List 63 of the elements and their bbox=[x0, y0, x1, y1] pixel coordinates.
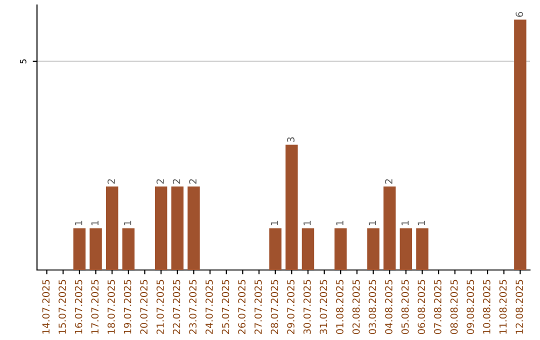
data-label: 1 bbox=[336, 220, 344, 226]
x-tick-label: 05.08.2025 bbox=[401, 280, 409, 334]
x-tick-label: 03.08.2025 bbox=[368, 280, 376, 334]
x-tick-label: 01.08.2025 bbox=[336, 280, 344, 334]
bar bbox=[171, 186, 184, 270]
x-tick-label: 16.07.2025 bbox=[74, 280, 82, 334]
data-label: 1 bbox=[304, 220, 311, 226]
x-tick-label: 26.07.2025 bbox=[238, 280, 246, 334]
data-label: 1 bbox=[75, 220, 82, 226]
bar bbox=[334, 228, 347, 270]
x-tick-label: 10.08.2025 bbox=[483, 280, 490, 334]
bar bbox=[400, 228, 412, 270]
bar bbox=[383, 186, 396, 270]
bar bbox=[73, 228, 86, 270]
data-label: 2 bbox=[156, 179, 164, 184]
data-label: 1 bbox=[270, 220, 278, 226]
x-tick-label: 09.08.2025 bbox=[466, 280, 474, 334]
bar bbox=[90, 228, 102, 270]
bar bbox=[188, 186, 200, 270]
data-label: 2 bbox=[172, 179, 180, 184]
data-label: 1 bbox=[124, 220, 132, 226]
x-tick-label: 12.08.2025 bbox=[516, 280, 524, 334]
x-tick-label: 28.07.2025 bbox=[270, 280, 278, 334]
x-tick-label: 23.07.2025 bbox=[189, 280, 197, 334]
bar bbox=[106, 186, 118, 270]
data-label: 2 bbox=[108, 179, 115, 184]
data-label: 1 bbox=[91, 220, 98, 226]
bar bbox=[302, 228, 314, 270]
x-tick-label: 24.07.2025 bbox=[206, 280, 213, 334]
data-label: 2 bbox=[385, 179, 392, 184]
x-tick-label: 15.07.2025 bbox=[58, 280, 66, 334]
data-label: 1 bbox=[368, 220, 376, 226]
x-tick-label: 30.07.2025 bbox=[303, 280, 311, 334]
bar bbox=[269, 228, 282, 270]
y-tick-label: 5 bbox=[20, 59, 26, 64]
x-tick-label: 02.08.2025 bbox=[352, 280, 360, 334]
x-tick-label: 21.07.2025 bbox=[156, 280, 164, 334]
x-tick-label: 20.07.2025 bbox=[140, 280, 148, 334]
data-label: 2 bbox=[189, 179, 196, 184]
x-tick-label: 14.07.2025 bbox=[42, 280, 50, 334]
x-tick-label: 04.08.2025 bbox=[385, 280, 392, 334]
x-tick-label: 31.07.2025 bbox=[320, 280, 328, 334]
x-tick-label: 11.08.2025 bbox=[499, 280, 507, 334]
x-tick-label: 22.07.2025 bbox=[172, 280, 180, 334]
x-tick-label: 06.08.2025 bbox=[418, 280, 426, 334]
bar bbox=[514, 20, 526, 270]
data-label: 1 bbox=[402, 220, 409, 226]
data-label: 1 bbox=[418, 220, 425, 226]
x-tick-label: 07.08.2025 bbox=[434, 280, 442, 334]
bar bbox=[416, 228, 428, 270]
x-tick-label: 18.07.2025 bbox=[108, 280, 115, 334]
data-label: 3 bbox=[287, 137, 294, 142]
x-tick-label: 17.07.2025 bbox=[91, 280, 99, 334]
x-tick-label: 25.07.2025 bbox=[222, 280, 230, 334]
x-tick-label: 08.08.2025 bbox=[450, 280, 458, 334]
x-tick-label: 27.07.2025 bbox=[254, 280, 262, 334]
x-tick-label: 29.07.2025 bbox=[287, 280, 294, 334]
bar bbox=[154, 186, 168, 270]
bar bbox=[286, 144, 298, 270]
x-tick-label: 19.07.2025 bbox=[124, 280, 132, 334]
bar bbox=[367, 228, 380, 270]
bar bbox=[122, 228, 135, 270]
data-label: 6 bbox=[516, 12, 524, 17]
